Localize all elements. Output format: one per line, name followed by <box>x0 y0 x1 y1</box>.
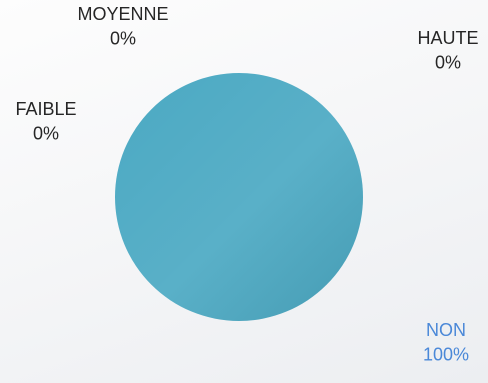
slice-label-haute: HAUTE 0% <box>417 28 478 72</box>
slice-category-haute: HAUTE <box>417 28 478 48</box>
pie-slice-shading <box>115 73 363 321</box>
slice-label-faible: FAIBLE 0% <box>15 99 76 143</box>
slice-category-moyenne: MOYENNE <box>77 4 168 24</box>
slice-labels: NON 100% HAUTE 0% MOYENNE 0% FAIBLE 0% <box>15 4 478 364</box>
slice-value-non: 100% <box>423 344 469 364</box>
slice-value-haute: 0% <box>435 52 461 72</box>
slice-value-faible: 0% <box>33 123 59 143</box>
slice-label-non: NON 100% <box>423 320 469 364</box>
slice-category-faible: FAIBLE <box>15 99 76 119</box>
slice-category-non: NON <box>426 320 466 340</box>
pie-slices <box>115 73 363 321</box>
slice-value-moyenne: 0% <box>110 28 136 48</box>
slice-label-moyenne: MOYENNE 0% <box>77 4 168 48</box>
